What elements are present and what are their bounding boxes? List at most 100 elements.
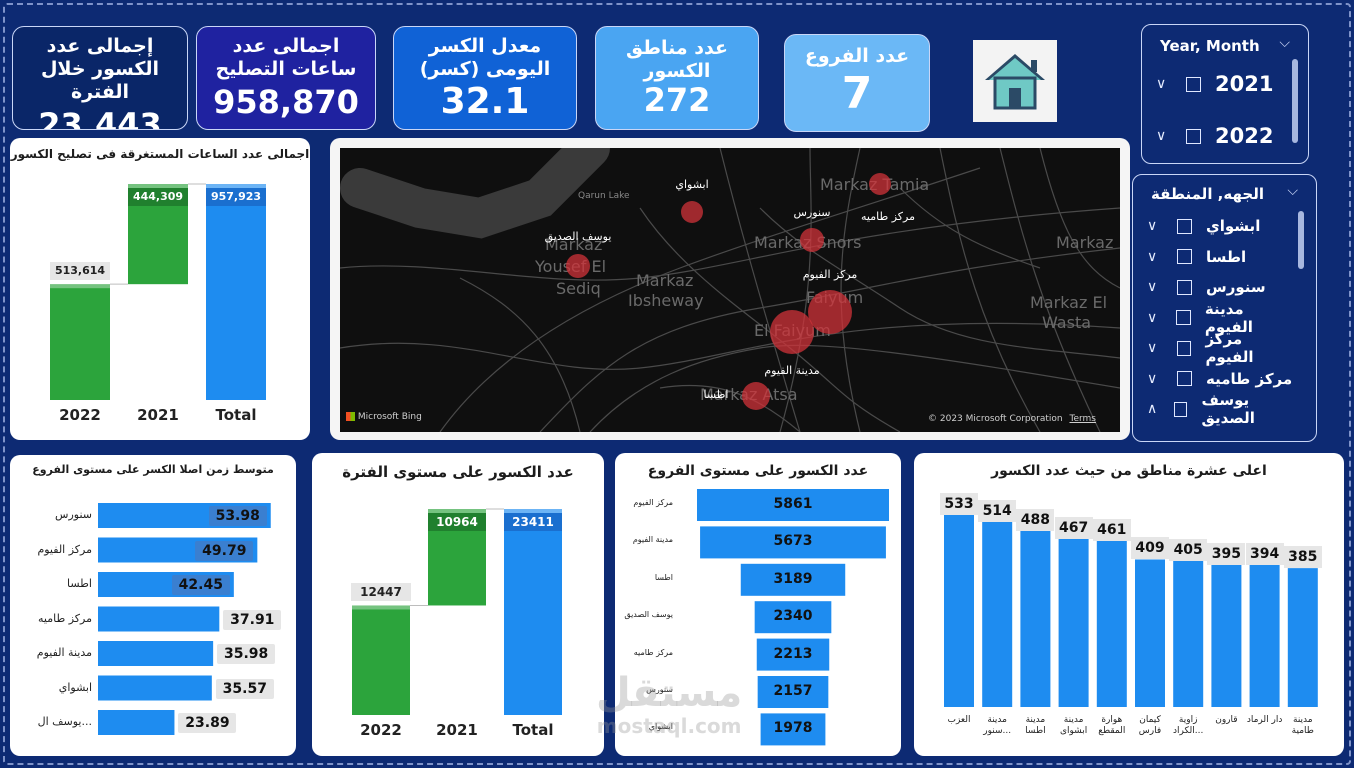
area-item[interactable]: ∨ مركز الفيوم <box>1147 330 1294 366</box>
area-slicer-title: الجهه, المنطقة <box>1151 185 1264 203</box>
year-month-slicer[interactable]: Year, Month ⌵ ∨ 2021 ∨ 2022 <box>1141 24 1309 164</box>
chevron-down-icon[interactable]: ∨ <box>1147 340 1158 356</box>
area-item-label: ابشواي <box>1206 217 1261 235</box>
bing-label: Microsoft Bing <box>357 412 422 422</box>
map-copyright: © 2023 Microsoft Corporation Terms <box>928 414 1096 424</box>
x-tick-label: زاوية الكراد... <box>1173 715 1204 736</box>
value-label: 533 <box>940 492 978 515</box>
kpi-repair-hours-label: اجمالى عدد ساعات التصليح <box>215 35 357 80</box>
checkbox[interactable] <box>1186 128 1201 144</box>
top10-bar <box>1096 540 1127 707</box>
kpi-branches-value: 7 <box>841 68 873 119</box>
period-waterfall-chart: 12447 2022 10964 2021 23411 Total <box>312 453 604 756</box>
chevron-down-icon[interactable]: ⌵ <box>1279 35 1290 51</box>
value-label: 1978 <box>773 720 813 737</box>
home-button[interactable] <box>973 40 1057 122</box>
map-place-label: اطسا <box>703 388 729 401</box>
x-tick-label: العزب <box>947 715 971 725</box>
svg-text:Markaz El: Markaz El <box>1030 293 1107 312</box>
category-label: ابشواي <box>58 680 92 694</box>
kpi-areas-value: 272 <box>643 81 711 119</box>
area-item-label: سنورس <box>1206 278 1266 296</box>
bar-cap <box>428 509 486 513</box>
year-item-label: 2022 <box>1215 124 1274 148</box>
map-place-label: مركز الفيوم <box>802 268 858 281</box>
value-label: 42.45 <box>171 575 230 595</box>
year-item-2021[interactable]: ∨ 2021 <box>1156 71 1286 97</box>
chevron-down-icon[interactable]: ∨ <box>1147 248 1158 265</box>
chevron-up-icon[interactable]: ∧ <box>1147 401 1158 417</box>
category-label: مركز طاميه <box>633 647 673 657</box>
chevron-down-icon[interactable]: ∨ <box>1156 128 1167 144</box>
chevron-down-icon[interactable]: ∨ <box>1147 370 1158 387</box>
map-area[interactable]: Markaz Tamia Markaz Snors Faiyum Markaz … <box>340 148 1120 432</box>
svg-text:Wasta: Wasta <box>1042 313 1091 332</box>
checkbox[interactable] <box>1177 249 1192 264</box>
checkbox[interactable] <box>1177 279 1192 295</box>
area-item[interactable]: ∨ ابشواي <box>1147 213 1294 239</box>
hours-waterfall-card: اجمالى عدد الساعات المستغرقة فى تصليح ال… <box>10 138 310 440</box>
top10-bar <box>982 521 1013 707</box>
area-item-label: مركز طاميه <box>1206 369 1293 388</box>
map-card[interactable]: Markaz Tamia Markaz Snors Faiyum Markaz … <box>330 138 1130 440</box>
watermark-brand: مستقل <box>596 670 743 716</box>
chevron-down-icon[interactable]: ∨ <box>1147 218 1158 234</box>
area-slicer[interactable]: الجهه, المنطقة ⌵ ∨ ابشواي ∨ اطسا ∨ سنورس ∨ مدين… <box>1132 174 1317 442</box>
x-tick-label: مدينة اطسا <box>1025 715 1046 736</box>
funnel-bar <box>754 601 832 634</box>
chevron-down-icon[interactable]: ∨ <box>1156 76 1167 92</box>
area-item[interactable]: ∧ يوسف الصديق <box>1147 391 1294 427</box>
period-waterfall-card: عدد الكسور على مستوى الفترة 12447 2022 109… <box>312 453 604 756</box>
map-place-label: ابشواي <box>675 178 709 191</box>
svg-text:Qarun Lake: Qarun Lake <box>578 191 630 201</box>
waterfall-svg <box>50 183 266 400</box>
avg-time-title: متوسط زمن اصلا الكسر على مستوى الفروع <box>32 463 274 476</box>
chevron-down-icon[interactable]: ∨ <box>1147 279 1158 295</box>
area-item[interactable]: ∨ اطسا <box>1147 244 1294 270</box>
area-item[interactable]: ∨ مدينة الفيوم <box>1147 300 1294 336</box>
top10-svg <box>944 514 1318 707</box>
svg-text:Markaz: Markaz <box>636 271 693 290</box>
year-item-2022[interactable]: ∨ 2022 <box>1156 123 1286 149</box>
chevron-down-icon[interactable]: ⌵ <box>1287 183 1298 199</box>
x-tick-label: 2021 <box>137 406 179 424</box>
terms-link[interactable]: Terms <box>1069 414 1096 424</box>
category-label: ابشواي <box>648 722 673 732</box>
top10-chart-title: اعلى عشرة مناطق من حيث عدد الكسور <box>991 463 1267 479</box>
kpi-daily-rate: معدل الكسر اليومى (كسر) 32.1 <box>393 26 577 130</box>
kpi-daily-rate-value: 32.1 <box>440 81 530 122</box>
checkbox[interactable] <box>1174 401 1188 417</box>
funnel-bar <box>697 489 889 521</box>
value-label: 53.98 <box>208 506 267 526</box>
category-label: سنورس <box>646 685 673 694</box>
checkbox[interactable] <box>1177 371 1192 386</box>
value-label: 467 <box>1054 516 1093 539</box>
kpi-branches-label: عدد الفروع <box>804 45 910 67</box>
area-item[interactable]: ∨ سنورس <box>1147 274 1294 300</box>
area-item[interactable]: ∨ مركز طاميه <box>1147 366 1294 392</box>
checkbox[interactable] <box>1186 76 1201 92</box>
top10-bar <box>944 514 974 707</box>
chevron-down-icon[interactable]: ∨ <box>1147 309 1158 326</box>
home-icon <box>985 54 1045 110</box>
category-label: مركز الفيوم <box>633 498 673 507</box>
area-item-label: يوسف الصديق <box>1201 391 1255 427</box>
kpi-areas: عدد مناطق الكسور 272 <box>595 26 759 130</box>
waterfall-bar <box>206 184 266 400</box>
scrollbar[interactable] <box>1298 211 1304 269</box>
year-slicer-title: Year, Month <box>1160 37 1260 55</box>
top10-card: اعلى عشرة مناطق من حيث عدد الكسور 533 الع… <box>914 453 1344 756</box>
top10-bar <box>1173 560 1204 707</box>
checkbox[interactable] <box>1176 310 1191 325</box>
value-label: 37.91 <box>223 609 282 630</box>
checkbox[interactable] <box>1176 340 1192 356</box>
scrollbar[interactable] <box>1292 59 1298 143</box>
value-label: 514 <box>978 499 1017 522</box>
branch-funnel-chart: مركز الفيوم 5861 مدينة الفيوم 5673 اطسا 3189 ي… <box>615 453 901 756</box>
hours-waterfall-chart: 513,614 2022 444,309 2021 957,923 Total <box>10 138 310 440</box>
category-label: مركز طاميه <box>38 611 92 625</box>
value-label: 3189 <box>773 570 813 587</box>
value-label: 394 <box>1245 542 1284 565</box>
checkbox[interactable] <box>1177 218 1192 234</box>
category-label: يوسف الصديق <box>624 610 673 620</box>
